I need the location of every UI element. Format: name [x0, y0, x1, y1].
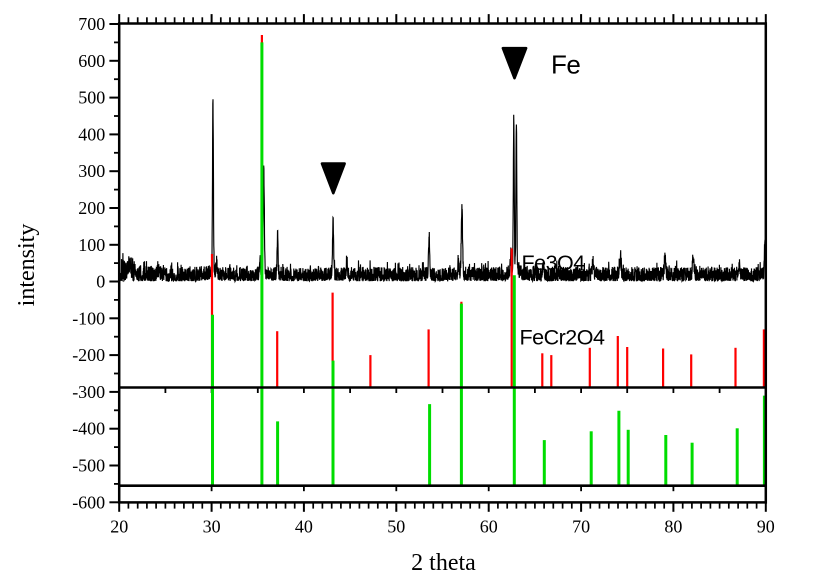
svg-text:70: 70: [572, 517, 590, 537]
svg-text:Fe3O4: Fe3O4: [522, 251, 586, 275]
svg-text:-300: -300: [72, 382, 105, 402]
svg-text:40: 40: [295, 517, 313, 537]
svg-text:300: 300: [78, 161, 105, 181]
svg-text:-100: -100: [72, 308, 105, 328]
svg-text:2 theta: 2 theta: [411, 550, 476, 576]
svg-text:700: 700: [78, 14, 105, 34]
svg-text:FeCr2O4: FeCr2O4: [520, 326, 605, 350]
svg-text:Fe: Fe: [551, 50, 580, 80]
svg-text:200: 200: [78, 198, 105, 218]
svg-text:-500: -500: [72, 456, 105, 476]
svg-text:600: 600: [78, 51, 105, 71]
svg-text:-200: -200: [72, 345, 105, 365]
svg-text:90: 90: [757, 517, 775, 537]
svg-text:30: 30: [203, 517, 221, 537]
svg-text:-600: -600: [72, 492, 105, 512]
svg-text:400: 400: [78, 124, 105, 144]
svg-text:20: 20: [110, 517, 128, 537]
svg-text:0: 0: [96, 272, 105, 292]
svg-text:80: 80: [664, 517, 682, 537]
svg-text:50: 50: [387, 517, 405, 537]
svg-text:intensity: intensity: [14, 224, 40, 307]
svg-text:100: 100: [78, 235, 105, 255]
svg-text:60: 60: [480, 517, 498, 537]
svg-text:-400: -400: [72, 419, 105, 439]
svg-text:500: 500: [78, 88, 105, 108]
